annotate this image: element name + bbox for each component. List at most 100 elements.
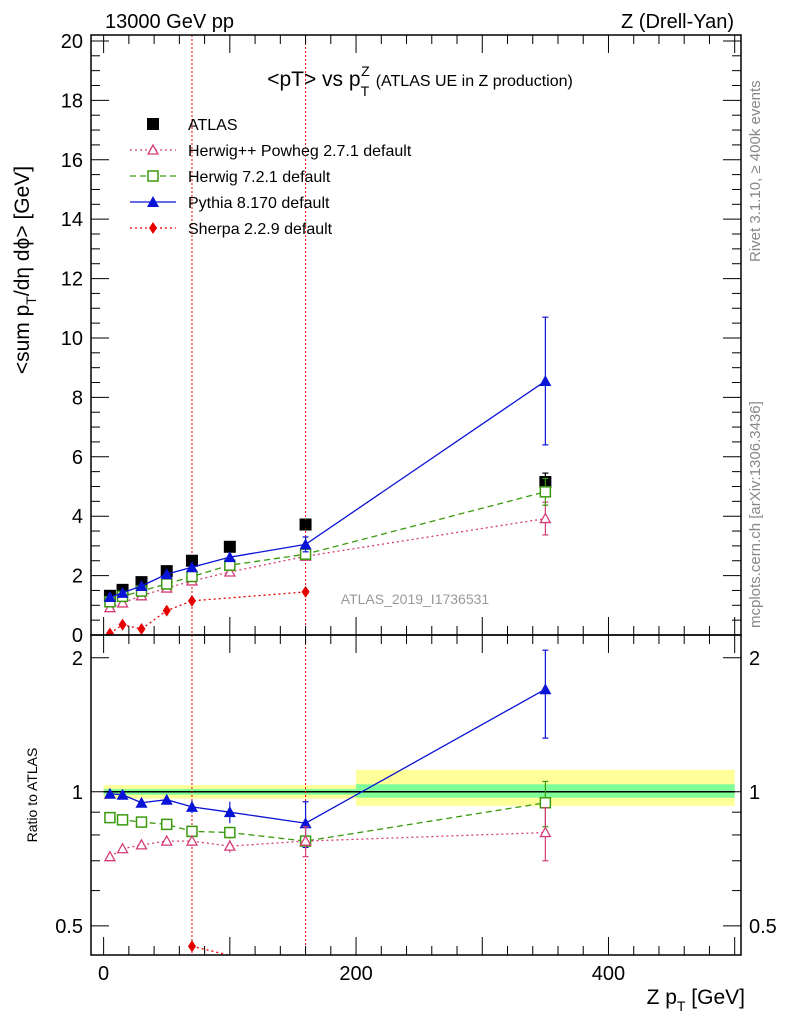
side-text-lower: mcplots.cern.ch [arXiv:1306.3436] [747, 401, 764, 628]
legend-label-herwigpp: Herwig++ Powheg 2.7.1 default [188, 143, 412, 160]
ratio-series [103, 649, 552, 980]
main-y-axis-title-b: /dη dϕ> [GeV] [11, 166, 34, 296]
chart-title-sup: Z [361, 63, 370, 79]
main-point-atlas [185, 554, 198, 567]
legend-label-herwig7: Herwig 7.2.1 default [188, 169, 331, 186]
main-point-herwigpp [539, 512, 552, 524]
ratio-frame-border [90, 634, 742, 956]
ratio-y-tick-label-right: 1 [749, 782, 760, 804]
main-point-atlas [223, 540, 236, 553]
legend-marker-herwigpp [146, 143, 160, 155]
main-point-sherpa [105, 627, 114, 635]
legend-marker-sherpa [149, 222, 157, 234]
main-point-pythia [539, 375, 552, 387]
ratio-point-pythia [116, 788, 129, 800]
main-point-atlas [299, 518, 312, 531]
ratio-point-herwig7 [135, 816, 148, 828]
main-point-sherpa [162, 604, 171, 617]
ratio-point-sherpa [302, 968, 310, 980]
main-y-tick-label: 12 [61, 269, 83, 291]
ratio-y-tick-label: 0.5 [55, 916, 83, 938]
main-point-pythia [299, 538, 312, 550]
ratio-point-herwigpp [116, 842, 129, 854]
chart-title: <pT> vs pTZ (ATLAS UE in Z production) [267, 63, 573, 99]
header-right: Z (Drell-Yan) [621, 11, 734, 33]
x-tick-label: 0 [98, 963, 109, 985]
main-point-herwigpp [116, 596, 129, 608]
main-y-axis-title-a: <sum p [11, 305, 34, 374]
ratio-point-herwig7 [104, 811, 116, 824]
ratio-point-pythia [103, 787, 116, 799]
main-point-sherpa [301, 585, 310, 598]
x-axis-title-b: [GeV] [685, 986, 745, 1009]
ratio-point-sherpa [187, 940, 196, 953]
main-line-sherpa [109, 591, 306, 635]
main-point-sherpa [187, 594, 196, 607]
main-point-sherpa [118, 618, 127, 631]
chart-title-sub: T [361, 83, 370, 99]
ratio-series-pythia [103, 649, 552, 849]
ratio-series-sherpa [187, 940, 310, 980]
chart-title-main: <pT> vs p [267, 68, 360, 91]
legend-marker-atlas [147, 118, 159, 130]
x-tick-label: 200 [339, 963, 372, 985]
main-y-tick-label: 20 [61, 31, 83, 53]
main-point-pythia [103, 590, 116, 602]
ratio-y-tick-label: 1 [72, 782, 83, 804]
main-point-pythia [223, 551, 236, 563]
legend-label-sherpa: Sherpa 2.2.9 default [188, 221, 333, 238]
x-axis-title: Z pT [GeV] [647, 986, 745, 1014]
ratio-line-herwigpp [109, 831, 546, 858]
main-y-tick-label: 4 [72, 506, 83, 528]
main-point-pythia [160, 568, 173, 580]
main-y-axis-title-sub: T [23, 296, 39, 305]
reference-vertical-lines [191, 35, 307, 955]
x-axis-title-sub: T [677, 998, 686, 1014]
ratio-point-herwigpp [539, 826, 552, 838]
ratio-y-tick-label: 2 [72, 648, 83, 670]
main-y-tick-label: 2 [72, 566, 83, 588]
legend-marker-herwig7 [147, 170, 159, 182]
ratio-y-tick-label-right: 2 [749, 648, 760, 670]
main-point-pythia [185, 561, 198, 573]
main-point-herwig7 [539, 486, 552, 498]
main-series-sherpa [105, 585, 310, 635]
main-frame [91, 35, 741, 635]
main-series-pythia [103, 316, 552, 602]
ratio-y-axis-title: Ratio to ATLAS [24, 748, 40, 843]
x-tick-label: 400 [592, 963, 625, 985]
ratio-point-herwigpp [160, 834, 173, 846]
main-point-herwigpp [223, 565, 236, 577]
main-series [103, 316, 552, 635]
main-point-herwig7 [160, 578, 173, 590]
ratio-point-herwig7 [539, 796, 552, 809]
legend: ATLAS Herwig++ Powheg 2.7.1 default Herwig… [130, 117, 412, 238]
x-axis-title-a: Z p [647, 986, 677, 1009]
ratio-point-herwigpp [135, 838, 148, 850]
ratio-point-pythia [160, 793, 173, 805]
main-y-tick-label: 0 [72, 625, 83, 647]
main-y-tick-label: 16 [61, 150, 83, 172]
ratio-point-herwigpp [223, 839, 236, 851]
ratio-point-herwig7 [224, 826, 236, 839]
header-left: 13000 GeV pp [105, 11, 234, 33]
ratio-point-herwig7 [116, 814, 129, 826]
ratio-point-herwigpp [299, 834, 312, 846]
legend-label-atlas: ATLAS [188, 117, 238, 134]
ratio-point-herwig7 [160, 818, 173, 831]
ratio-point-pythia [223, 806, 236, 818]
chart-title-note: (ATLAS UE in Z production) [376, 73, 573, 90]
main-y-tick-label: 10 [61, 328, 83, 350]
legend-marker-pythia [147, 196, 159, 207]
ratio-y-tick-label-right: 0.5 [749, 916, 777, 938]
ratio-point-pythia [539, 683, 552, 695]
main-point-pythia [116, 586, 129, 598]
ratio-point-pythia [135, 796, 148, 808]
ratio-point-pythia [299, 817, 312, 829]
main-y-tick-label: 14 [61, 209, 83, 231]
main-plot-area [91, 35, 741, 635]
main-point-herwig7 [186, 570, 198, 583]
side-text-upper: Rivet 3.1.10, ≥ 400k events [747, 80, 764, 262]
